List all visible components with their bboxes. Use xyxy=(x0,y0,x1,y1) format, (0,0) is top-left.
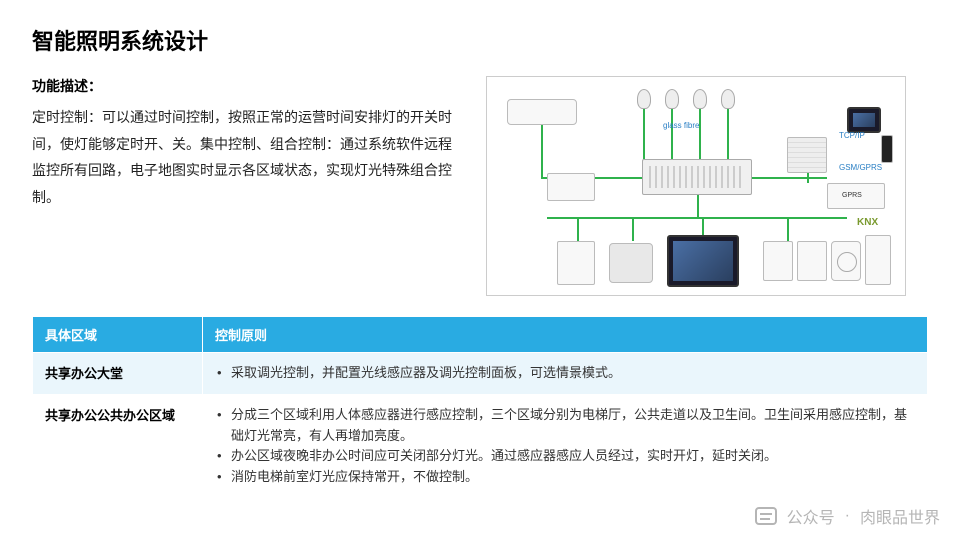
washer-icon xyxy=(831,241,861,281)
wire xyxy=(727,109,729,159)
gsm-label: GSM/GPRS xyxy=(839,163,882,172)
wechat-icon xyxy=(755,507,777,525)
watermark-name: 肉眼品世界 xyxy=(860,504,940,528)
gprs-module-icon: GPRS xyxy=(827,183,885,209)
wire xyxy=(541,125,543,177)
thermostat-icon xyxy=(557,241,595,285)
bulb-icon xyxy=(721,89,735,109)
bus-wire xyxy=(547,217,847,219)
hub-icon xyxy=(642,159,752,195)
module-icon xyxy=(547,173,595,201)
description-column: 功能描述： 定时控制：可以通过时间控制，按照正常的运营时间安排灯的开关时间，使灯… xyxy=(32,76,462,296)
watermark-dot: · xyxy=(845,507,850,525)
wire xyxy=(699,109,701,159)
wire xyxy=(577,217,579,241)
tcpip-label: TCP/IP xyxy=(839,131,865,140)
page-title: 智能照明系统设计 xyxy=(32,24,928,56)
bulb-icon xyxy=(665,89,679,109)
fridge-icon xyxy=(865,235,891,285)
glass-fibre-label: glass fibre xyxy=(663,121,699,130)
sensor-icon xyxy=(609,243,653,283)
ac-unit-icon xyxy=(507,99,577,125)
wire xyxy=(671,109,673,159)
table-header-principle: 控制原则 xyxy=(203,317,928,353)
subheading: 功能描述： xyxy=(32,76,462,96)
wire xyxy=(643,109,645,159)
wire xyxy=(787,217,789,241)
pc-tower-icon xyxy=(881,135,893,163)
table-row: 共享办公公共办公区域 分成三个区域利用人体感应器进行感应控制，三个区域分别为电梯… xyxy=(33,394,928,498)
principle-cell: 采取调光控制，并配置光线感应器及调光控制面板，可选情景模式。 xyxy=(203,353,928,395)
slide-root: 智能照明系统设计 功能描述： 定时控制：可以通过时间控制，按照正常的运营时间安排… xyxy=(0,0,960,540)
wire xyxy=(752,177,827,179)
oven-icon xyxy=(797,241,827,281)
principle-item: 分成三个区域利用人体感应器进行感应控制，三个区域分别为电梯厅，公共走道以及卫生间… xyxy=(215,405,915,447)
wire xyxy=(632,217,634,241)
wire xyxy=(807,173,809,183)
table-row: 共享办公大堂 采取调光控制，并配置光线感应器及调光控制面板，可选情景模式。 xyxy=(33,353,928,395)
control-table: 具体区域 控制原则 共享办公大堂 采取调光控制，并配置光线感应器及调光控制面板，… xyxy=(32,316,928,499)
description-text: 定时控制：可以通过时间控制，按照正常的运营时间安排灯的开关时间，使灯能够定时开、… xyxy=(32,104,462,210)
touch-panel-icon xyxy=(667,235,739,287)
watermark: 公众号 · 肉眼品世界 xyxy=(755,504,940,528)
principle-item: 办公区域夜晚非办公时间应可关闭部分灯光。通过感应器感应人员经过，实时开灯，延时关… xyxy=(215,446,915,467)
blinds-icon xyxy=(787,137,827,173)
principle-item: 采取调光控制，并配置光线感应器及调光控制面板，可选情景模式。 xyxy=(215,363,915,384)
pc-monitor-icon xyxy=(847,107,881,133)
area-cell: 共享办公大堂 xyxy=(33,353,203,395)
principle-item: 消防电梯前室灯光应保持常开，不做控制。 xyxy=(215,467,915,488)
microwave-icon xyxy=(763,241,793,281)
wire xyxy=(697,195,699,217)
table-header-area: 具体区域 xyxy=(33,317,203,353)
system-diagram: GPRS xyxy=(486,76,906,296)
area-cell: 共享办公公共办公区域 xyxy=(33,394,203,498)
gprs-box-label: GPRS xyxy=(842,192,862,199)
bulb-icon xyxy=(693,89,707,109)
knx-label: KNX xyxy=(857,217,878,228)
watermark-prefix: 公众号 xyxy=(787,504,835,528)
principle-cell: 分成三个区域利用人体感应器进行感应控制，三个区域分别为电梯厅，公共走道以及卫生间… xyxy=(203,394,928,498)
top-row: 功能描述： 定时控制：可以通过时间控制，按照正常的运营时间安排灯的开关时间，使灯… xyxy=(32,76,928,296)
bulb-icon xyxy=(637,89,651,109)
